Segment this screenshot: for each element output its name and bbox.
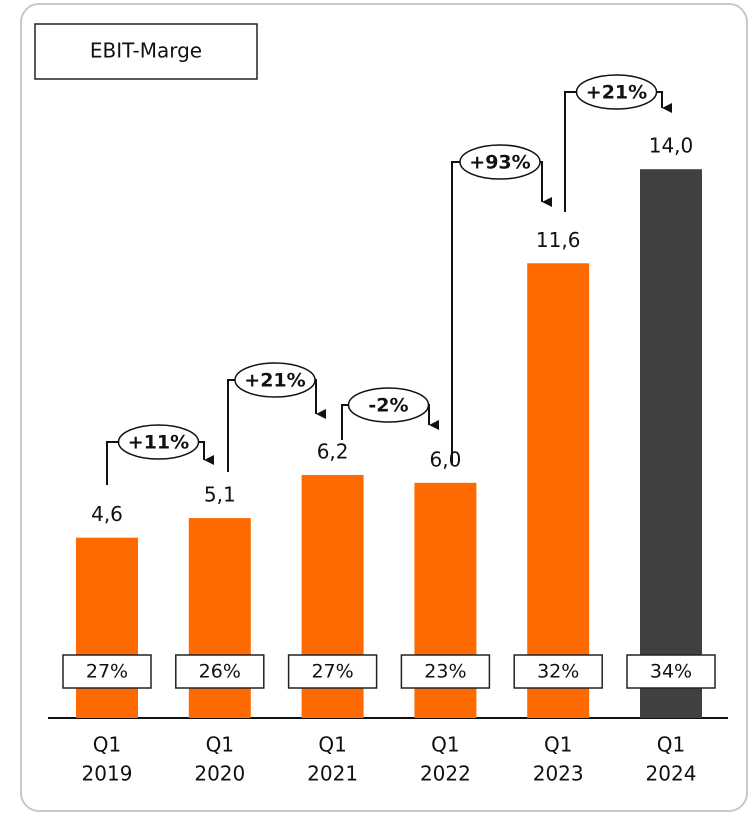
change-label: -2% [368,395,408,417]
margin-label: 26% [199,661,241,683]
margin-box [626,654,716,689]
bar [527,263,590,718]
margin-label: 27% [86,661,128,683]
change-bubble [575,74,658,110]
value-label: 5,1 [204,483,236,507]
x-tick-label: Q1 [93,733,121,757]
margin-box [400,654,491,689]
bar [640,169,702,718]
x-tick-label: Q1 [431,733,459,757]
x-tick-label: 2022 [420,762,471,786]
value-label: 6,0 [429,447,461,471]
chart-title: EBIT-Marge [90,39,202,63]
change-bubble [459,144,541,180]
value-label: 6,2 [317,439,349,463]
x-tick-label: 2019 [82,762,133,786]
margin-box [287,654,378,689]
x-tick-label: Q1 [544,733,572,757]
value-label: 11,6 [536,228,581,252]
x-tick-label: 2023 [533,762,584,786]
change-bubble [347,387,430,423]
bar [76,537,138,718]
x-tick-label: Q1 [206,733,234,757]
change-label: +11% [128,432,189,454]
value-label: 14,0 [649,134,694,158]
margin-label: 32% [537,661,579,683]
margin-box [513,654,603,689]
margin-label: 23% [424,661,466,683]
title-box [34,23,258,80]
change-bubble [117,424,200,460]
x-tick-label: Q1 [318,733,346,757]
margin-label: 27% [311,661,353,683]
x-tick-label: Q1 [657,733,685,757]
x-tick-label: 2021 [307,762,358,786]
margin-box [62,654,152,689]
change-bubble [234,362,316,398]
value-label: 4,6 [91,502,123,526]
change-label: +21% [244,370,305,392]
x-tick-label: 2024 [646,762,697,786]
change-label: +21% [586,82,647,104]
margin-label: 34% [650,661,692,683]
change-label: +93% [469,152,530,174]
margin-box [175,654,265,689]
x-tick-label: 2020 [194,762,245,786]
